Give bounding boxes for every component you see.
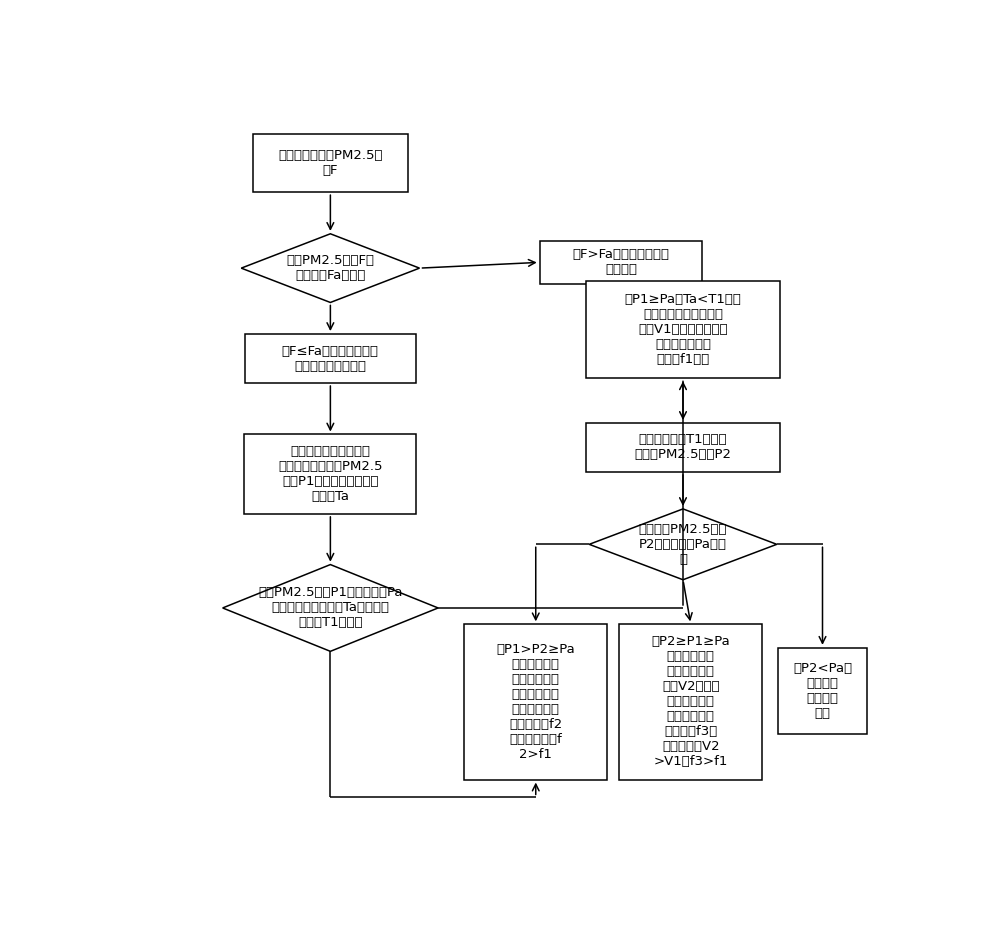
Text: 判断PM2.5浓度P1与预设浓度Pa
的大小以及盘管温度Ta与第一设
定温度T1的大小: 判断PM2.5浓度P1与预设浓度Pa 的大小以及盘管温度Ta与第一设 定温度T1… (258, 587, 403, 629)
Text: 当F>Fa时，控制送风机
停止运行: 当F>Fa时，控制送风机 停止运行 (572, 248, 670, 276)
Text: 当F≤Fa时，检测新风空
调是否处于停机状态: 当F≤Fa时，检测新风空 调是否处于停机状态 (282, 345, 379, 373)
Bar (778, 648, 867, 734)
Text: 判断室内PM2.5浓度
P2与预设浓度Pa的大
小: 判断室内PM2.5浓度 P2与预设浓度Pa的大 小 (639, 523, 727, 566)
Bar (586, 423, 780, 472)
Text: 当P1≥Pa且Ta<T1时，
控制送风机以第一设定
转速V1运行，并且控制
压缩机以第一制
热频率f1运行: 当P1≥Pa且Ta<T1时， 控制送风机以第一设定 转速V1运行，并且控制 压缩… (625, 293, 741, 366)
Text: 在新风空调处于停机状
态下，检测室内的PM2.5
浓度P1和室内换热器的盘
管温度Ta: 在新风空调处于停机状 态下，检测室内的PM2.5 浓度P1和室内换热器的盘 管温… (278, 445, 383, 503)
Bar (586, 281, 780, 378)
Polygon shape (223, 564, 438, 652)
Polygon shape (241, 234, 420, 302)
Bar (540, 240, 702, 284)
Text: 间隔设定时间T1后，检
测室内PM2.5浓度P2: 间隔设定时间T1后，检 测室内PM2.5浓度P2 (635, 434, 732, 461)
Polygon shape (589, 509, 777, 579)
Bar (619, 624, 762, 779)
Bar (253, 134, 408, 192)
Bar (464, 624, 607, 779)
Text: 当P2<Pa时
，控制送
风机停止
运行: 当P2<Pa时 ，控制送 风机停止 运行 (793, 662, 852, 720)
Text: 判断PM2.5浓度F与
预设浓度Fa的大小: 判断PM2.5浓度F与 预设浓度Fa的大小 (286, 254, 374, 282)
Text: 检测室外新风的PM2.5浓
度F: 检测室外新风的PM2.5浓 度F (278, 149, 383, 177)
Bar (245, 334, 416, 383)
Text: 当P1>P2≥Pa
时，维持新风
系统状态不变
，并相应地控
制压缩机以第
二制热频率f2
运行，其中，f
2>f1: 当P1>P2≥Pa 时，维持新风 系统状态不变 ，并相应地控 制压缩机以第 二制… (496, 643, 575, 761)
Bar (244, 435, 416, 514)
Text: 当P2≥P1≥Pa
时，控制送风
机以第二设定
风速V2运行，
并相应地控制
压缩机以第三
制热频率f3运
行，其中，V2
>V1，f3>f1: 当P2≥P1≥Pa 时，控制送风 机以第二设定 风速V2运行， 并相应地控制 压… (651, 636, 730, 768)
